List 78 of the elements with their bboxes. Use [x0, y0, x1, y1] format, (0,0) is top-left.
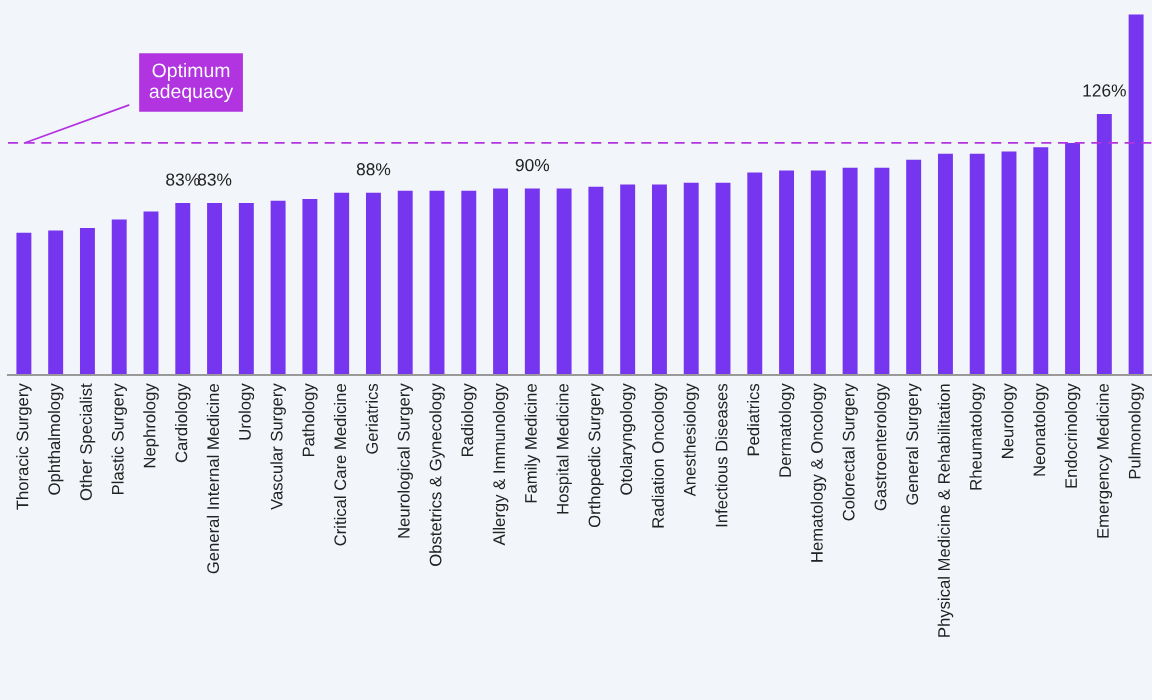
x-tick-label: Pulmonology	[1128, 383, 1144, 479]
bar	[779, 170, 795, 375]
x-tick-label: Pediatrics	[747, 383, 760, 456]
x-tick-label: Family Medicine	[524, 384, 541, 503]
bar	[1128, 14, 1144, 375]
x-tick-label: Endocrinology	[1064, 383, 1081, 488]
bar	[461, 190, 477, 375]
x-tick-label: Dermatology	[778, 383, 795, 477]
x-tick-label: Infectious Diseases	[715, 383, 728, 527]
x-tick-label: Neurological Surgery	[397, 383, 413, 538]
x-tick-label: Radiation Oncology	[651, 383, 668, 528]
x-tick-label: Gastroenterology	[874, 383, 890, 511]
bar	[747, 172, 763, 375]
bar	[842, 167, 858, 375]
x-tick-label: Otolaryngology	[619, 383, 636, 495]
x-tick-label: Radiology	[461, 383, 477, 457]
x-tick-label: Nephrology	[143, 383, 159, 468]
bar	[683, 182, 699, 375]
data-label: 83%	[197, 173, 232, 186]
bar	[79, 228, 95, 375]
x-tick-label: Thoracic Surgery	[16, 383, 32, 510]
x-tick-label: General Surgery	[905, 383, 922, 505]
bar	[493, 188, 509, 375]
x-tick-label: General Internal Medicine	[206, 384, 220, 574]
x-tick-label: Physical Medicine & Rehabilitation	[937, 384, 954, 637]
data-label: 88%	[356, 163, 391, 176]
x-tick-label: Colorectal Surgery	[842, 383, 858, 521]
bar	[715, 182, 731, 375]
bar	[16, 232, 32, 375]
x-tick-label: Plastic Surgery	[111, 383, 127, 495]
bar	[175, 203, 191, 375]
x-tick-label: Rheumatology	[969, 383, 985, 490]
data-label: 90%	[515, 158, 550, 172]
bar	[111, 219, 127, 375]
bar	[937, 153, 953, 375]
x-tick-label: Geriatrics	[365, 383, 378, 454]
bar	[302, 198, 318, 375]
x-tick-label: Anesthesiology	[683, 383, 699, 497]
data-label: 126%	[1083, 84, 1126, 97]
bar	[143, 211, 159, 375]
bar	[524, 188, 540, 375]
x-tick-label: Neonatology	[1033, 383, 1049, 476]
x-tick-label: Neurology	[1001, 383, 1017, 458]
bar	[270, 200, 286, 375]
x-tick-label: Cardiology	[175, 383, 191, 463]
x-tick-label: Obstetrics & Gynecology	[429, 383, 445, 566]
bar	[651, 184, 667, 375]
bar	[238, 203, 254, 375]
x-tick-label: Emergency Medicine	[1096, 384, 1113, 538]
x-tick-label: Other Specialist	[79, 383, 96, 501]
x-tick-label: Ophthalmology	[47, 383, 64, 495]
x-tick-label: Hematology & Oncology	[810, 383, 827, 562]
bar	[969, 153, 985, 375]
bar	[334, 192, 350, 375]
x-tick-label: Pathology	[302, 383, 318, 457]
x-tick-label: Urology	[238, 383, 255, 440]
bar	[1033, 147, 1049, 375]
bar	[397, 190, 413, 375]
bar	[556, 188, 572, 375]
bar	[48, 230, 64, 375]
bar	[429, 190, 445, 375]
x-tick-label: Critical Care Medicine	[333, 384, 347, 546]
x-tick-label: Orthopedic Surgery	[588, 383, 604, 528]
bar	[906, 159, 922, 375]
bar	[1096, 113, 1112, 375]
ref-line-label: Optimum adequacy	[149, 62, 234, 103]
x-tick-label: Allergy & Immunology	[492, 383, 509, 546]
bar	[588, 186, 604, 375]
x-tick-label: Vascular Surgery	[270, 383, 286, 510]
bar	[620, 184, 636, 375]
bar	[810, 170, 826, 375]
bar	[207, 203, 223, 375]
bar	[365, 192, 381, 375]
data-label: 83%	[166, 173, 200, 186]
bar	[1065, 142, 1081, 375]
x-tick-label: Hospital Medicine	[556, 384, 572, 514]
bar	[874, 167, 890, 375]
bar	[1001, 151, 1017, 375]
